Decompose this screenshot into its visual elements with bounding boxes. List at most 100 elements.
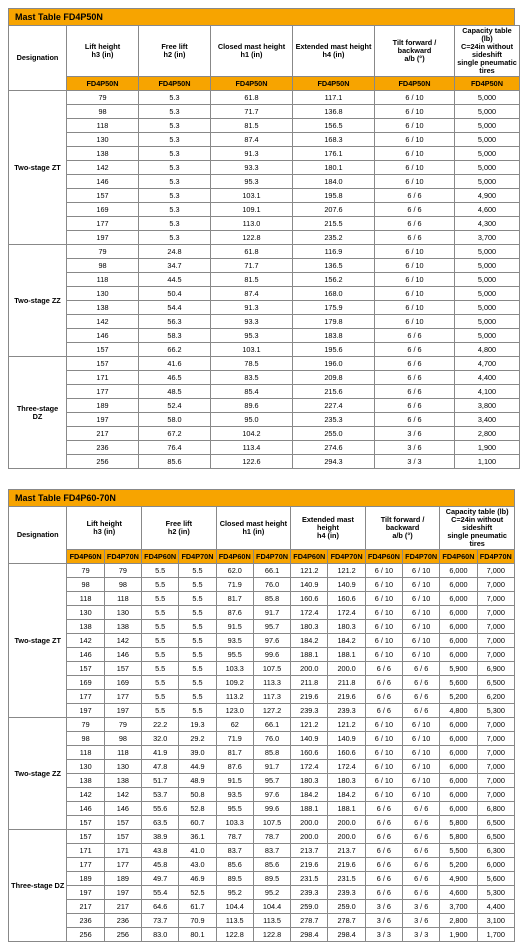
table-row: Two-stage ZZ797922.219.36266.1121.2121.2… xyxy=(9,718,515,732)
cell: 83.0 xyxy=(142,928,179,942)
cell: 3 / 6 xyxy=(403,900,440,914)
cell: 117.1 xyxy=(293,91,375,105)
cell: 6,200 xyxy=(477,690,514,704)
cell: 78.5 xyxy=(211,357,293,371)
cell: 211.8 xyxy=(328,676,365,690)
cell: 6 / 6 xyxy=(403,816,440,830)
cell: 121.2 xyxy=(291,718,328,732)
cell: 7,000 xyxy=(477,620,514,634)
cell: 171 xyxy=(67,844,104,858)
cell: 103.1 xyxy=(211,189,293,203)
cell: 62.0 xyxy=(216,564,253,578)
cell: 142 xyxy=(104,788,141,802)
cell: 5.5 xyxy=(142,704,179,718)
cell: 58.3 xyxy=(139,329,211,343)
cell: 298.4 xyxy=(328,928,365,942)
column-header: Capacity table (lb)C=24in without sidesh… xyxy=(455,26,520,77)
cell: 6 / 10 xyxy=(403,732,440,746)
cell: 6,000 xyxy=(440,564,477,578)
cell: 95.7 xyxy=(253,620,290,634)
table-row: 1461465.55.595.599.6188.1188.16 / 106 / … xyxy=(9,648,515,662)
column-header: Capacity table (lb)C=24in without sidesh… xyxy=(440,507,515,550)
cell: 52.4 xyxy=(139,399,211,413)
cell: 6 / 6 xyxy=(403,802,440,816)
cell: 236 xyxy=(67,441,139,455)
table-row: 1695.3109.1207.66 / 64,600 xyxy=(9,203,520,217)
cell: 79 xyxy=(67,91,139,105)
table-row: 18918949.746.989.589.5231.5231.56 / 66 /… xyxy=(9,872,515,886)
table-row: 1691695.55.5109.2113.3211.8211.86 / 66 /… xyxy=(9,676,515,690)
mast-table-2-title: Mast Table FD4P60-70N xyxy=(8,489,515,506)
cell: 58.0 xyxy=(139,413,211,427)
cell: 6 / 10 xyxy=(365,578,402,592)
cell: 6,000 xyxy=(440,746,477,760)
cell: 6 / 6 xyxy=(365,886,402,900)
cell: 140.9 xyxy=(291,732,328,746)
cell: 256 xyxy=(67,928,104,942)
cell: 7,000 xyxy=(477,592,514,606)
cell: 227.4 xyxy=(293,399,375,413)
table-row: 1425.393.3180.16 / 105,000 xyxy=(9,161,520,175)
cell: 6 / 10 xyxy=(365,606,402,620)
cell: 235.2 xyxy=(293,231,375,245)
cell: 97.6 xyxy=(253,788,290,802)
cell: 171 xyxy=(67,371,139,385)
cell: 6 / 6 xyxy=(365,872,402,886)
cell: 122.8 xyxy=(216,928,253,942)
cell: 98 xyxy=(67,578,104,592)
cell: 1,100 xyxy=(455,455,520,469)
cell: 7,000 xyxy=(477,732,514,746)
cell: 213.7 xyxy=(291,844,328,858)
cell: 89.6 xyxy=(211,399,293,413)
cell: 197 xyxy=(104,886,141,900)
cell: 235.3 xyxy=(293,413,375,427)
cell: 5,500 xyxy=(440,844,477,858)
cell: 217 xyxy=(67,900,104,914)
cell: 6,000 xyxy=(440,718,477,732)
model-cell: FD4P60N xyxy=(67,550,104,564)
table-row: 21721764.661.7104.4104.4259.0259.03 / 63… xyxy=(9,900,515,914)
cell: 121.2 xyxy=(328,718,365,732)
model-cell: FD4P70N xyxy=(328,550,365,564)
cell: 5.3 xyxy=(139,217,211,231)
cell: 200.0 xyxy=(328,662,365,676)
cell: 34.7 xyxy=(139,259,211,273)
cell: 7,000 xyxy=(477,606,514,620)
cell: 6 / 6 xyxy=(375,371,455,385)
cell: 197 xyxy=(67,231,139,245)
cell: 97.6 xyxy=(253,634,290,648)
table-row: Two-stage ZT79795.55.562.066.1121.2121.2… xyxy=(9,564,515,578)
cell: 180.3 xyxy=(328,620,365,634)
cell: 6 / 6 xyxy=(365,816,402,830)
cell: 61.7 xyxy=(179,900,216,914)
cell: 4,900 xyxy=(440,872,477,886)
cell: 6 / 6 xyxy=(375,231,455,245)
cell: 6 / 6 xyxy=(365,858,402,872)
cell: 157 xyxy=(67,662,104,676)
cell: 98 xyxy=(104,732,141,746)
cell: 71.7 xyxy=(211,259,293,273)
table-row: 23623673.770.9113.5113.5278.7278.73 / 63… xyxy=(9,914,515,928)
cell: 41.6 xyxy=(139,357,211,371)
cell: 5,000 xyxy=(455,287,520,301)
cell: 49.7 xyxy=(142,872,179,886)
cell: 168.0 xyxy=(293,287,375,301)
cell: 118 xyxy=(67,119,139,133)
cell: 5,800 xyxy=(440,816,477,830)
cell: 231.5 xyxy=(328,872,365,886)
cell: 3 / 3 xyxy=(375,455,455,469)
cell: 89.5 xyxy=(216,872,253,886)
cell: 6 / 10 xyxy=(375,287,455,301)
cell: 5,000 xyxy=(455,147,520,161)
cell: 236 xyxy=(104,914,141,928)
cell: 6 / 10 xyxy=(375,147,455,161)
cell: 3 / 6 xyxy=(375,427,455,441)
cell: 157 xyxy=(67,830,104,844)
cell: 6 / 10 xyxy=(375,315,455,329)
cell: 127.2 xyxy=(253,704,290,718)
cell: 5.5 xyxy=(142,662,179,676)
cell: 52.8 xyxy=(179,802,216,816)
cell: 4,600 xyxy=(440,886,477,900)
cell: 95.5 xyxy=(216,648,253,662)
cell: 5,300 xyxy=(477,704,514,718)
